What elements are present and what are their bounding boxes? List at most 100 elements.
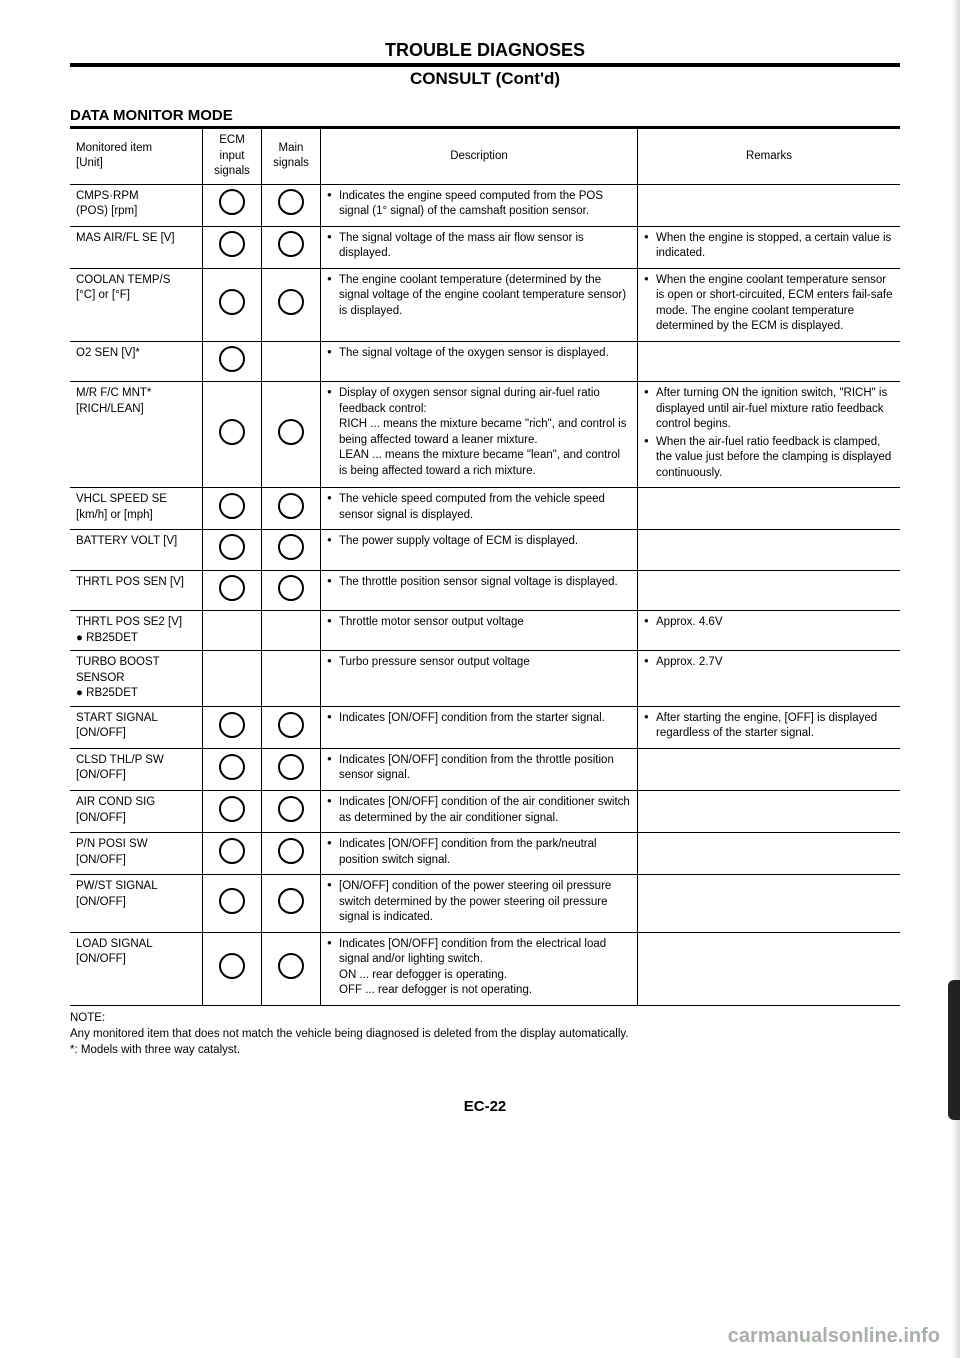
circle-icon — [219, 838, 245, 864]
cell-ecm — [203, 570, 262, 611]
table-row: O2 SEN [V]* The signal voltage of the oxy… — [70, 341, 900, 382]
cell-desc: Throttle motor sensor output voltage — [321, 611, 638, 651]
page-title: TROUBLE DIAGNOSES — [70, 40, 900, 66]
list-item: Throttle motor sensor output voltage — [327, 615, 631, 631]
circle-icon — [219, 575, 245, 601]
table-row: THRTL POS SEN [V] The throttle position s… — [70, 570, 900, 611]
circle-icon — [278, 419, 304, 445]
cell-remarks: When the engine coolant temperature sens… — [638, 268, 901, 341]
cell-main — [262, 833, 321, 875]
cell-main — [262, 790, 321, 832]
circle-icon — [219, 346, 245, 372]
list-item: The signal voltage of the oxygen sensor … — [327, 346, 631, 362]
cell-remarks: After starting the engine, [OFF] is disp… — [638, 706, 901, 748]
table-row: START SIGNAL [ON/OFF] Indicates [ON/OFF] … — [70, 706, 900, 748]
list-item: After turning ON the ignition switch, "R… — [644, 386, 894, 433]
cell-ecm — [203, 833, 262, 875]
note-label: NOTE: — [70, 1012, 105, 1024]
list-item: When the engine coolant temperature sens… — [644, 273, 894, 335]
list-item: The power supply voltage of ECM is displ… — [327, 534, 631, 550]
table-row: BATTERY VOLT [V]The power supply voltage… — [70, 530, 900, 571]
cell-remarks — [638, 488, 901, 530]
list-item: Indicates [ON/OFF] condition from the pa… — [327, 837, 631, 868]
cell-main — [262, 611, 321, 651]
cell-remarks: After turning ON the ignition switch, "R… — [638, 382, 901, 488]
table-header-row: Monitored item [Unit] ECM input signals … — [70, 129, 900, 184]
list-item: Approx. 4.6V — [644, 615, 894, 631]
table-row: CMPS·RPM (POS) [rpm]Indicates the engine… — [70, 184, 900, 226]
header-item: Monitored item [Unit] — [70, 129, 203, 184]
list-item: Indicates the engine speed computed from… — [327, 189, 631, 220]
cell-item: COOLAN TEMP/S [°C] or [°F] — [70, 268, 203, 341]
cell-main — [262, 530, 321, 571]
header-main: Main signals — [262, 129, 321, 184]
cell-ecm — [203, 382, 262, 488]
cell-main — [262, 226, 321, 268]
circle-icon — [219, 754, 245, 780]
list-item: The throttle position sensor signal volt… — [327, 575, 631, 591]
circle-icon — [219, 419, 245, 445]
cell-desc: The vehicle speed computed from the vehi… — [321, 488, 638, 530]
circle-icon — [278, 575, 304, 601]
page-tab — [948, 980, 960, 1120]
list-item: Turbo pressure sensor output voltage — [327, 655, 631, 671]
circle-icon — [278, 796, 304, 822]
circle-icon — [219, 189, 245, 215]
cell-remarks — [638, 341, 901, 382]
table-row: TURBO BOOST SENSOR ● RB25DET Turbo pressu… — [70, 651, 900, 707]
cell-item: MAS AIR/FL SE [V] — [70, 226, 203, 268]
circle-icon — [219, 888, 245, 914]
cell-ecm — [203, 790, 262, 832]
list-item: [ON/OFF] condition of the power steering… — [327, 879, 631, 926]
cell-ecm — [203, 184, 262, 226]
cell-remarks — [638, 184, 901, 226]
table-row: THRTL POS SE2 [V] ● RB25DETThrottle moto… — [70, 611, 900, 651]
cell-main — [262, 341, 321, 382]
circle-icon — [278, 189, 304, 215]
cell-item: AIR COND SIG [ON/OFF] — [70, 790, 203, 832]
cell-main — [262, 382, 321, 488]
page-number: EC-22 — [70, 1098, 900, 1115]
cell-remarks: Approx. 4.6V — [638, 611, 901, 651]
cell-ecm — [203, 226, 262, 268]
list-item: Approx. 2.7V — [644, 655, 894, 671]
note-line2: *: Models with three way catalyst. — [70, 1044, 240, 1056]
cell-item: VHCL SPEED SE [km/h] or [mph] — [70, 488, 203, 530]
cell-item: LOAD SIGNAL [ON/OFF] — [70, 932, 203, 1005]
cell-desc: The power supply voltage of ECM is displ… — [321, 530, 638, 571]
section-title: DATA MONITOR MODE — [70, 107, 900, 129]
circle-icon — [219, 796, 245, 822]
list-item: Indicates [ON/OFF] condition from the st… — [327, 711, 631, 727]
header-desc: Description — [321, 129, 638, 184]
scan-edge — [952, 0, 960, 1358]
cell-desc: Indicates [ON/OFF] condition of the air … — [321, 790, 638, 832]
circle-icon — [278, 534, 304, 560]
table-row: PW/ST SIGNAL [ON/OFF][ON/OFF] condition … — [70, 875, 900, 933]
list-item: Display of oxygen sensor signal during a… — [327, 386, 631, 479]
cell-ecm — [203, 748, 262, 790]
cell-desc: Display of oxygen sensor signal during a… — [321, 382, 638, 488]
note-line1: Any monitored item that does not match t… — [70, 1028, 629, 1040]
cell-item: THRTL POS SEN [V] — [70, 570, 203, 611]
cell-main — [262, 651, 321, 707]
cell-ecm — [203, 530, 262, 571]
cell-remarks — [638, 833, 901, 875]
cell-ecm — [203, 268, 262, 341]
cell-main — [262, 570, 321, 611]
cell-ecm — [203, 932, 262, 1005]
circle-icon — [219, 953, 245, 979]
cell-item: O2 SEN [V]* — [70, 341, 203, 382]
cell-item: TURBO BOOST SENSOR ● RB25DET — [70, 651, 203, 707]
list-item: Indicates [ON/OFF] condition from the th… — [327, 753, 631, 784]
cell-desc: The engine coolant temperature (determin… — [321, 268, 638, 341]
cell-remarks — [638, 932, 901, 1005]
cell-desc: The signal voltage of the mass air flow … — [321, 226, 638, 268]
cell-desc: The throttle position sensor signal volt… — [321, 570, 638, 611]
watermark: carmanualsonline.info — [728, 1325, 940, 1348]
cell-item: START SIGNAL [ON/OFF] — [70, 706, 203, 748]
table-row: M/R F/C MNT* [RICH/LEAN]Display of oxyge… — [70, 382, 900, 488]
circle-icon — [278, 712, 304, 738]
cell-remarks: Approx. 2.7V — [638, 651, 901, 707]
circle-icon — [219, 231, 245, 257]
cell-ecm — [203, 611, 262, 651]
